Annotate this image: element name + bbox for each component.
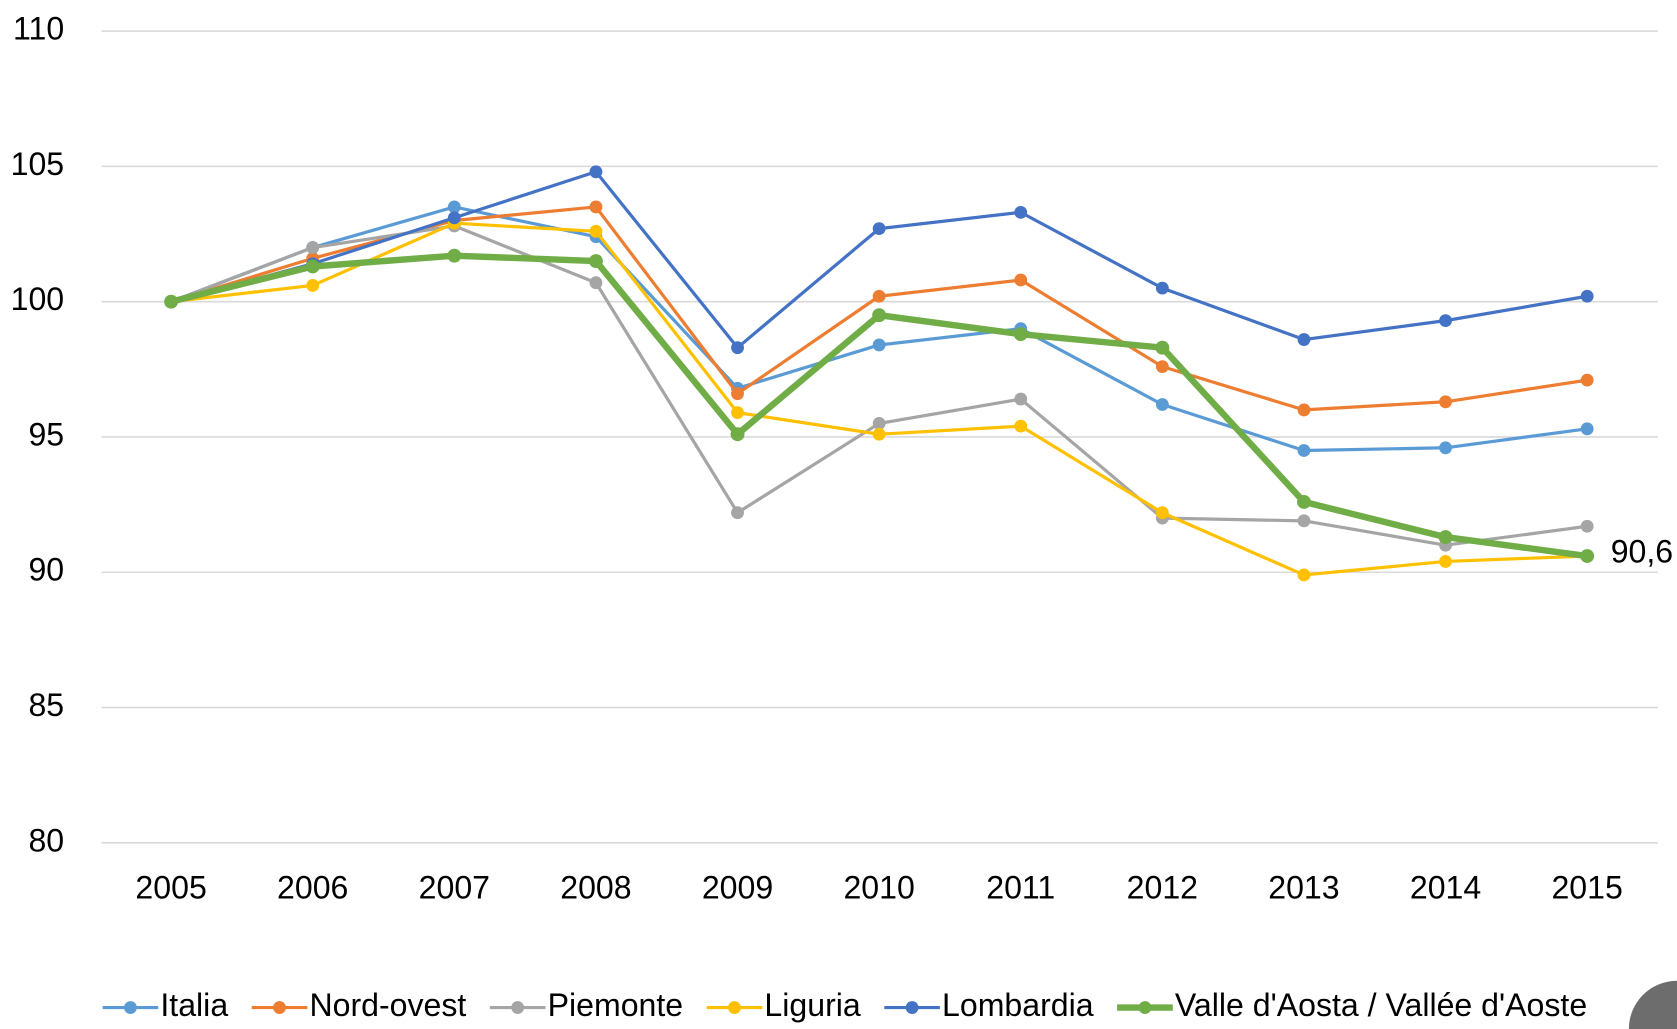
x-tick-label: 2013: [1268, 869, 1339, 905]
x-tick-label: 2010: [843, 869, 914, 905]
legend-marker: [905, 1001, 919, 1014]
data-point: [731, 341, 744, 355]
data-point: [1439, 395, 1452, 409]
legend-label: Liguria: [764, 987, 860, 1023]
data-point: [589, 276, 603, 290]
data-point: [1580, 373, 1594, 387]
legend-label: Piemonte: [548, 987, 684, 1023]
data-point: [1439, 314, 1452, 328]
data-label: 90,6: [1611, 533, 1673, 569]
data-point: [164, 294, 179, 309]
data-point: [447, 211, 461, 225]
legend-marker: [511, 1001, 525, 1014]
legend-label: Valle d'Aosta / Vallée d'Aoste: [1175, 987, 1587, 1023]
legend-marker: [728, 1001, 741, 1014]
data-point: [1014, 273, 1028, 287]
data-point: [1439, 555, 1452, 568]
data-point: [447, 200, 461, 214]
legend-item: Liguria: [706, 987, 861, 1023]
data-point: [1155, 340, 1170, 355]
data-point: [731, 406, 744, 420]
data-point: [1297, 514, 1311, 528]
data-point: [1297, 494, 1311, 509]
legend-item: Piemonte: [489, 987, 684, 1023]
data-point: [1155, 398, 1169, 411]
x-tick-label: 2008: [560, 869, 631, 905]
data-point: [589, 165, 603, 179]
x-tick-label: 2014: [1410, 869, 1481, 905]
legend-item: Italia: [102, 987, 228, 1023]
x-tick-label: 2009: [702, 869, 773, 905]
y-tick-label: 105: [11, 146, 65, 182]
y-tick-label: 95: [28, 416, 64, 452]
data-point: [1580, 519, 1594, 533]
data-point: [731, 387, 744, 401]
x-tick-label: 2015: [1551, 869, 1622, 905]
data-point: [1580, 549, 1595, 563]
data-point: [447, 248, 462, 263]
data-point: [1439, 441, 1452, 455]
data-point: [1297, 568, 1311, 582]
x-tick-label: 2006: [277, 869, 348, 905]
data-point: [1580, 422, 1594, 436]
legend-marker: [273, 1001, 286, 1014]
data-point: [1580, 289, 1594, 303]
series-line: [170, 224, 1588, 547]
x-tick-label: 2012: [1127, 869, 1198, 905]
data-point: [1013, 327, 1028, 342]
data-point: [1155, 360, 1169, 374]
data-point: [1438, 530, 1453, 545]
legend-marker: [124, 1001, 137, 1014]
data-point: [1297, 444, 1311, 457]
data-point: [730, 427, 745, 442]
data-point: [872, 338, 886, 352]
data-point: [306, 279, 320, 292]
data-point: [589, 200, 603, 214]
y-tick-label: 85: [28, 687, 64, 723]
data-point: [731, 506, 744, 520]
data-point: [1297, 403, 1311, 417]
corner-decoration: [1628, 980, 1677, 1029]
legend-item: Lombardia: [884, 987, 1094, 1023]
y-tick-label: 110: [13, 11, 64, 47]
legend-label: Nord-ovest: [309, 987, 466, 1023]
y-tick-label: 100: [11, 281, 65, 317]
data-point: [588, 254, 603, 269]
y-tick-label: 80: [28, 822, 64, 858]
data-point: [872, 417, 886, 430]
legend-marker: [1138, 1001, 1152, 1014]
data-point: [872, 289, 886, 303]
data-point: [872, 308, 887, 323]
data-point: [1014, 419, 1028, 433]
data-point: [1014, 392, 1028, 406]
data-point: [306, 241, 320, 254]
data-point: [1014, 205, 1028, 219]
data-point: [305, 259, 320, 274]
data-point: [589, 224, 603, 238]
legend-label: Italia: [160, 987, 228, 1023]
x-tick-label: 2007: [419, 869, 490, 905]
data-point: [872, 222, 886, 236]
x-tick-label: 2011: [986, 869, 1055, 905]
y-tick-label: 90: [28, 552, 64, 588]
legend-item: Valle d'Aosta / Vallée d'Aoste: [1117, 987, 1587, 1023]
data-point: [1297, 333, 1311, 346]
data-point: [872, 427, 886, 441]
legend-label: Lombardia: [942, 987, 1094, 1023]
data-point: [1155, 281, 1169, 295]
legend-item: Nord-ovest: [251, 987, 466, 1023]
data-point: [1155, 506, 1169, 520]
x-tick-label: 2005: [135, 869, 206, 905]
